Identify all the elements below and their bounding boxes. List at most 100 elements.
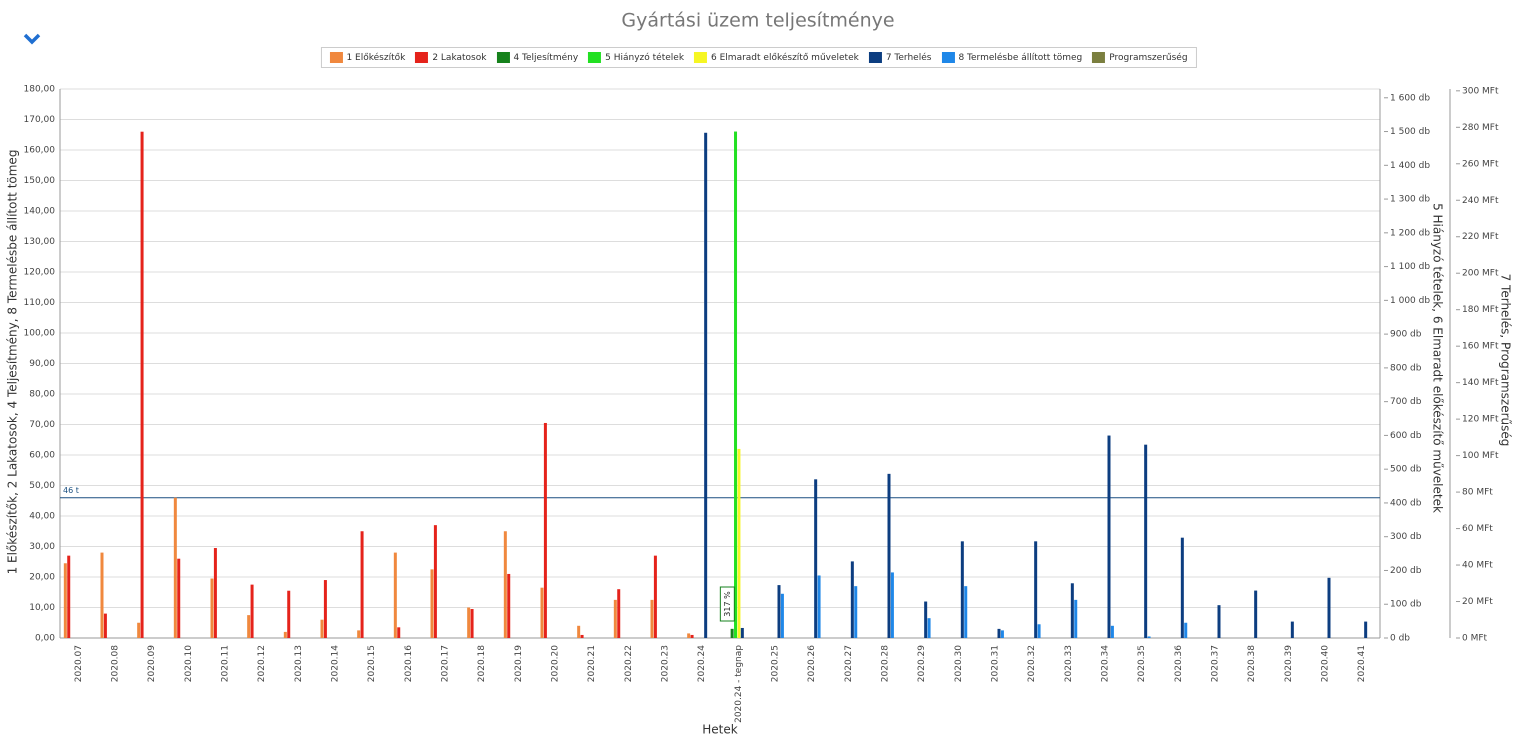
y-tick-label: 160 MFt bbox=[1462, 342, 1499, 352]
bar bbox=[1034, 541, 1038, 638]
bar bbox=[997, 628, 1001, 638]
bar bbox=[467, 607, 471, 638]
legend-swatch bbox=[1092, 52, 1106, 63]
legend-item[interactable]: 1 Előkészítők bbox=[329, 52, 405, 63]
bar bbox=[927, 618, 931, 638]
x-tick-label: 2020.13 bbox=[294, 645, 304, 682]
bar bbox=[817, 575, 821, 638]
x-tick-label: 2020.23 bbox=[661, 645, 671, 682]
bar bbox=[323, 580, 327, 638]
x-tick-label: 2020.38 bbox=[1247, 645, 1257, 682]
y-tick-label: 1 100 db bbox=[1390, 262, 1430, 272]
x-tick-label: 2020.41 bbox=[1357, 645, 1367, 682]
y-tick-label: 100,00 bbox=[24, 329, 56, 339]
x-tick-label: 2020.18 bbox=[477, 645, 487, 682]
y-tick-label: 220 MFt bbox=[1462, 232, 1499, 242]
x-tick-label: 2020.14 bbox=[331, 645, 341, 682]
bar bbox=[507, 573, 511, 638]
legend-label: 8 Termelésbe állított tömeg bbox=[958, 52, 1083, 63]
bar bbox=[814, 479, 818, 638]
bar bbox=[250, 584, 254, 638]
y-tick-label: 800 db bbox=[1390, 363, 1422, 373]
bar bbox=[1254, 590, 1258, 638]
x-tick-label: 2020.40 bbox=[1321, 645, 1331, 682]
x-tick-label: 2020.07 bbox=[74, 645, 84, 682]
bar bbox=[1107, 435, 1111, 638]
legend-swatch bbox=[496, 52, 510, 63]
y-tick-label: 50,00 bbox=[29, 481, 55, 491]
y-tick-label: 1 000 db bbox=[1390, 296, 1430, 306]
bar bbox=[1180, 537, 1184, 638]
bar bbox=[67, 555, 71, 638]
y-tick-label: 60,00 bbox=[29, 451, 55, 461]
y-tick-label: 40 MFt bbox=[1462, 561, 1493, 571]
y-tick-label: 20 MFt bbox=[1462, 597, 1493, 607]
x-tick-label: 2020.26 bbox=[807, 645, 817, 682]
x-tick-label: 2020.32 bbox=[1027, 645, 1037, 682]
x-tick-label: 2020.39 bbox=[1284, 645, 1294, 682]
legend-swatch bbox=[329, 52, 343, 63]
legend-swatch bbox=[868, 52, 882, 63]
y-tick-label: 40,00 bbox=[29, 512, 55, 522]
legend-item[interactable]: 2 Lakatosok bbox=[415, 52, 486, 63]
x-tick-label: 2020.22 bbox=[624, 645, 634, 682]
bar bbox=[213, 548, 217, 638]
x-tick-label: 2020.34 bbox=[1101, 645, 1111, 682]
bar bbox=[247, 615, 251, 638]
legend-label: 4 Teljesítmény bbox=[513, 52, 579, 63]
bar bbox=[887, 473, 891, 638]
y-tick-label: 300 MFt bbox=[1462, 86, 1499, 96]
y-tick-label: 1 600 db bbox=[1390, 93, 1430, 103]
collapse-icon[interactable] bbox=[23, 33, 41, 45]
legend-label: 7 Terhelés bbox=[885, 52, 932, 63]
bar bbox=[1144, 444, 1148, 638]
y-tick-label: 180,00 bbox=[24, 85, 56, 95]
bar bbox=[687, 633, 691, 638]
legend-item[interactable]: 4 Teljesítmény bbox=[496, 52, 578, 63]
y-tick-label: 110,00 bbox=[24, 298, 56, 308]
legend-item[interactable]: 8 Termelésbe állított tömeg bbox=[941, 52, 1082, 63]
y-tick-label: 200 db bbox=[1390, 566, 1422, 576]
y-tick-label: 150,00 bbox=[24, 176, 56, 186]
bar bbox=[1217, 605, 1221, 638]
y-tick-label: 900 db bbox=[1390, 330, 1422, 340]
bar bbox=[100, 552, 104, 638]
bar bbox=[580, 634, 584, 638]
bar bbox=[1290, 621, 1294, 638]
x-tick-label: 2020.30 bbox=[954, 645, 964, 682]
x-tick-label: 2020.28 bbox=[881, 645, 891, 682]
y-tick-label: 280 MFt bbox=[1462, 123, 1499, 133]
y-tick-label: 1 300 db bbox=[1390, 195, 1430, 205]
y-tick-label: 0 MFt bbox=[1462, 634, 1488, 644]
bar bbox=[613, 599, 617, 638]
y-axis-title: 1 Előkészítők, 2 Lakatosok, 4 Teljesítmé… bbox=[6, 150, 20, 575]
legend-label: 1 Előkészítők bbox=[346, 52, 406, 63]
x-tick-label: 2020.09 bbox=[147, 645, 157, 682]
legend-swatch bbox=[588, 52, 602, 63]
y-tick-label: 70,00 bbox=[29, 420, 55, 430]
bar bbox=[177, 558, 181, 638]
bar bbox=[540, 587, 544, 638]
legend-item[interactable]: 6 Elmaradt előkészítő műveletek bbox=[694, 52, 859, 63]
x-tick-label: 2020.37 bbox=[1211, 645, 1221, 682]
y-tick-label: 140,00 bbox=[24, 207, 56, 217]
y-tick-label: 90,00 bbox=[29, 359, 55, 369]
bar bbox=[734, 131, 738, 639]
legend-swatch bbox=[694, 52, 708, 63]
legend-label: 6 Elmaradt előkészítő műveletek bbox=[711, 52, 859, 63]
y-tick-label: 240 MFt bbox=[1462, 196, 1499, 206]
legend-item[interactable]: Programszerűség bbox=[1092, 52, 1188, 63]
annotation: 317 % bbox=[723, 591, 732, 617]
bar bbox=[924, 601, 928, 638]
x-tick-label: 2020.17 bbox=[441, 645, 451, 682]
x-axis-title: Hetek bbox=[702, 723, 737, 737]
x-tick-label: 2020.08 bbox=[111, 645, 121, 682]
legend-item[interactable]: 5 Hiányzó tételek bbox=[588, 52, 684, 63]
y-tick-label: 100 db bbox=[1390, 600, 1422, 610]
y-tick-label: 120 MFt bbox=[1462, 415, 1499, 425]
bar bbox=[617, 589, 621, 638]
legend-item[interactable]: 7 Terhelés bbox=[868, 52, 932, 63]
annotation-box bbox=[719, 586, 735, 622]
